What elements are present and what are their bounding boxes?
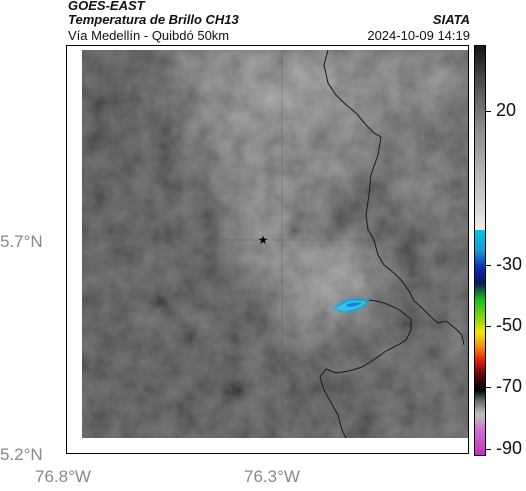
timestamp: 2024-10-09 14:19 [367, 28, 470, 43]
lon-label-2: 76.3°W [244, 467, 300, 486]
colorbar-tick-20: 20 [496, 100, 517, 120]
satellite-name: GOES-EAST [68, 0, 145, 13]
colorbar-tick-minus70: -70 [496, 376, 523, 396]
route-subtitle: Vía Medellín - Quibdó 50km [68, 28, 230, 43]
colorbar-tick-minus90: -90 [496, 438, 523, 458]
lon-label-1: 76.8°W [35, 467, 91, 486]
brightness-temperature-map[interactable]: ★ [66, 45, 469, 454]
colorbar [474, 45, 486, 456]
lat-label-2: 5.2°N [0, 445, 43, 464]
product-title: Temperatura de Brillo CH13 [68, 12, 239, 27]
colorbar-tick-minus30: -30 [496, 254, 523, 274]
colorbar-tick-minus50: -50 [496, 315, 523, 335]
lat-label-1: 5.7°N [0, 232, 43, 251]
star-icon: ★ [258, 233, 269, 247]
org-label: SIATA [432, 12, 470, 27]
